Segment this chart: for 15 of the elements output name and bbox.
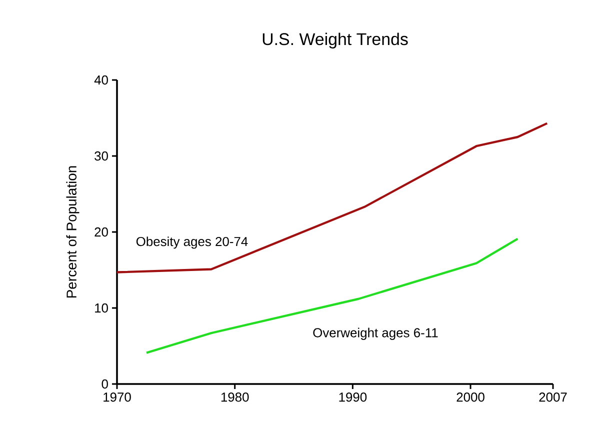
y-tick-label: 20: [94, 227, 108, 237]
x-tick-label: 2007: [539, 392, 567, 402]
y-tick-label: 0: [102, 379, 108, 389]
x-tick-label: 1990: [339, 392, 367, 402]
series-label: Overweight ages 6-11: [313, 328, 438, 340]
y-axis-title: Percent of Population: [66, 166, 80, 298]
series-label: Obesity ages 20-74: [136, 236, 248, 249]
line-series: [116, 122, 548, 274]
y-tick-label: 10: [95, 303, 108, 313]
x-tick-label: 1970: [104, 392, 131, 402]
y-tick-label: 30: [94, 151, 108, 161]
chart-title: U.S. Weight Trends: [262, 32, 408, 48]
x-tick-label: 2000: [456, 392, 484, 402]
x-tick-label: 1980: [221, 392, 249, 402]
y-tick-label: 40: [94, 75, 108, 85]
